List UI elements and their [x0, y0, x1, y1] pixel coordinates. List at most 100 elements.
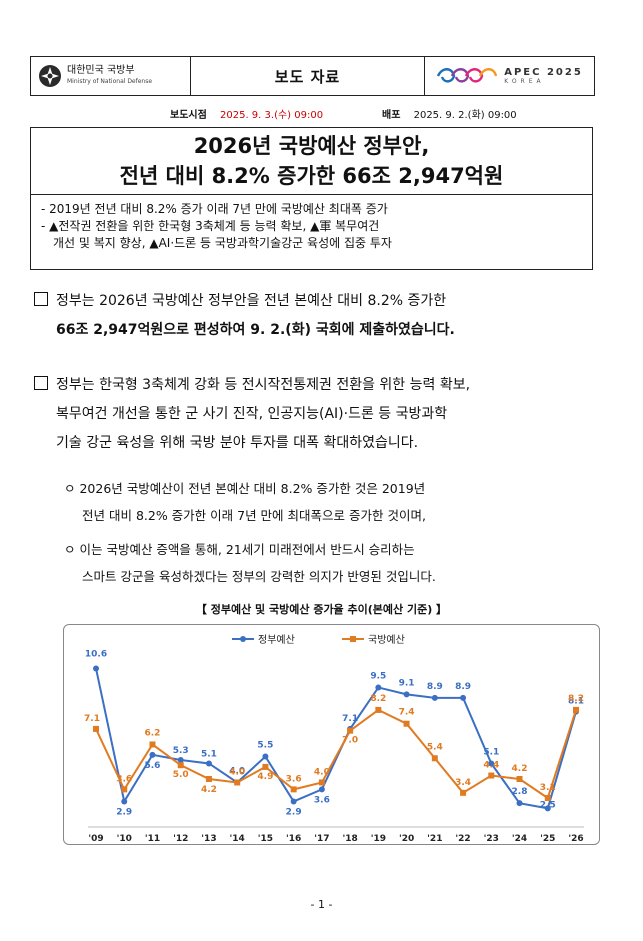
para2-line-3: 기술 강군 육성을 위해 국방 분야 투자를 대폭 확대하였습니다.: [56, 435, 419, 451]
x-tick-label: '22: [455, 834, 470, 844]
sub2-line-2: 스마트 강군을 육성하겠다는 정부의 강력한 의지가 반영된 것입니다.: [82, 569, 436, 584]
data-label: 5.4: [427, 742, 443, 752]
distribution-time: 배포 2025. 9. 2.(화) 09:00: [382, 106, 517, 121]
data-label: 8.1: [568, 697, 584, 707]
sub-bullet-1: ㅇ 2026년 국방예산이 전년 본예산 대비 8.2% 증가한 것은 2019…: [64, 475, 599, 529]
chart-title: 【 정부예산 및 국방예산 증가율 추이(본예산 기준) 】: [195, 603, 448, 616]
data-point: [262, 763, 269, 770]
data-label: 3.4: [455, 778, 471, 788]
data-point: [234, 779, 241, 786]
x-tick-label: '25: [540, 834, 555, 844]
x-tick-label: '24: [512, 834, 527, 844]
data-label: 5.5: [257, 741, 273, 751]
data-label: 3.6: [286, 774, 302, 784]
data-label: 2.9: [286, 807, 302, 817]
para2-line-1: 정부는 한국형 3축체계 강화 등 전시작전통제권 전환을 위한 능력 확보,: [56, 377, 471, 393]
para1-line-2: 66조 2,947억원으로 편성하여 9. 2.(화) 국회에 제출하였습니다.: [56, 322, 455, 338]
data-label: 9.5: [370, 671, 386, 681]
data-point: [516, 776, 523, 782]
data-point: [544, 805, 551, 812]
data-point: [290, 798, 297, 805]
ministry-emblem-icon: [39, 65, 61, 87]
data-point: [516, 800, 523, 807]
data-point: [431, 755, 438, 762]
ministry-name: 대한민국 국방부: [67, 65, 135, 76]
dist-label: 배포: [382, 110, 401, 121]
title-line-1: 2026년 국방예산 정부안,: [193, 134, 430, 158]
release-value: 2025. 9. 3.(수) 09:00: [220, 110, 324, 121]
data-point: [375, 706, 382, 713]
data-point: [93, 725, 99, 732]
x-tick-label: '14: [230, 834, 245, 844]
data-label: 3.6: [314, 795, 330, 805]
x-tick-label: '16: [286, 834, 301, 844]
data-label: 7.1: [84, 714, 100, 724]
data-label: 3.1: [540, 783, 556, 793]
doc-type: 보도 자료: [274, 67, 341, 86]
data-point: [262, 753, 269, 760]
data-point: [205, 760, 212, 767]
data-label: 4.0: [229, 767, 245, 777]
data-point: [149, 751, 156, 758]
data-point: [431, 694, 438, 701]
apec-emblem-icon: [437, 68, 498, 83]
svg-text:정부예산: 정부예산: [258, 634, 295, 646]
header-box: 대한민국 국방부 Ministry of National Defense 보도…: [30, 56, 595, 96]
data-label: 2.8: [512, 787, 528, 797]
x-tick-label: '19: [371, 834, 386, 844]
data-point: [375, 684, 382, 691]
x-tick-label: '26: [568, 834, 583, 844]
summary-line-1: - 2019년 전년 대비 8.2% 증가 이래 7년 만에 국방예산 최대폭 …: [41, 202, 388, 216]
legend-item: 정부예산: [232, 634, 295, 646]
x-tick-label: '23: [484, 834, 499, 844]
dist-value: 2025. 9. 2.(화) 09:00: [413, 110, 517, 121]
data-point: [573, 706, 579, 713]
x-tick-label: '20: [399, 834, 414, 844]
data-label: 8.9: [455, 682, 471, 692]
x-tick-label: '18: [342, 834, 357, 844]
data-label: 4.4: [483, 761, 499, 771]
data-label: 5.1: [483, 747, 499, 757]
data-label: 5.6: [144, 761, 160, 771]
data-label: 4.0: [229, 766, 245, 776]
data-point: [93, 665, 99, 672]
data-label: 7.0: [342, 736, 358, 746]
data-point: [460, 789, 467, 796]
data-label: 5.1: [201, 749, 217, 759]
release-time: 보도시점 2025. 9. 3.(수) 09:00: [170, 106, 323, 121]
ministry-sub: Ministry of National Defense: [67, 78, 153, 85]
page-number: - 1 -: [310, 898, 333, 911]
ministry-logo-area: 대한민국 국방부 Ministry of National Defense: [31, 57, 191, 95]
data-point: [460, 694, 467, 701]
svg-text:국방예산: 국방예산: [368, 634, 405, 646]
sub1-line-1: ㅇ 2026년 국방예산이 전년 본예산 대비 8.2% 증가한 것은 2019…: [64, 481, 426, 496]
sub2-line-1: ㅇ 이는 국방예산 증액을 통해, 21세기 미래전에서 반드시 승리하는: [64, 542, 415, 557]
x-tick-label: '13: [201, 834, 216, 844]
checkbox-bullet-icon: [34, 376, 48, 390]
legend-item: 국방예산: [342, 634, 405, 646]
data-label: 4.2: [512, 764, 528, 774]
data-label: 8.9: [427, 682, 443, 692]
line-chart: '09 '10 '11 '12 '13 '14 '15 '16 '17 '18 '19 '20 '21 '…: [84, 634, 584, 844]
x-tick-label: '10: [117, 834, 132, 844]
x-tick-label: '21: [427, 834, 442, 844]
series-line-2: [95, 708, 577, 800]
data-point: [290, 786, 297, 793]
data-point: [318, 779, 325, 786]
data-label: 4.9: [257, 772, 273, 782]
summary-line-3: 개선 및 복지 향상, ▲AI·드론 등 국방과학기술강군 육성에 집중 투자: [53, 236, 392, 250]
summary-line-2: - ▲전작권 전환을 위한 한국형 3축체계 등 능력 확보, ▲軍 복무여건: [41, 219, 380, 233]
data-label: 5.0: [173, 770, 189, 780]
data-label: 2.9: [116, 807, 132, 817]
data-point: [318, 786, 325, 793]
sub-bullet-2: ㅇ 이는 국방예산 증액을 통해, 21세기 미래전에서 반드시 승리하는 스마…: [64, 536, 599, 590]
data-label: 6.2: [144, 728, 160, 738]
x-tick-label: '15: [258, 834, 273, 844]
paragraph-2: 정부는 한국형 3축체계 강화 등 전시작전통제권 전환을 위한 능력 확보, …: [34, 371, 604, 458]
data-label: 5.3: [173, 746, 189, 756]
data-point: [177, 757, 184, 763]
data-point: [403, 691, 410, 698]
data-label: 9.1: [399, 678, 415, 688]
data-point: [488, 772, 495, 779]
x-tick-label: '09: [88, 834, 103, 844]
